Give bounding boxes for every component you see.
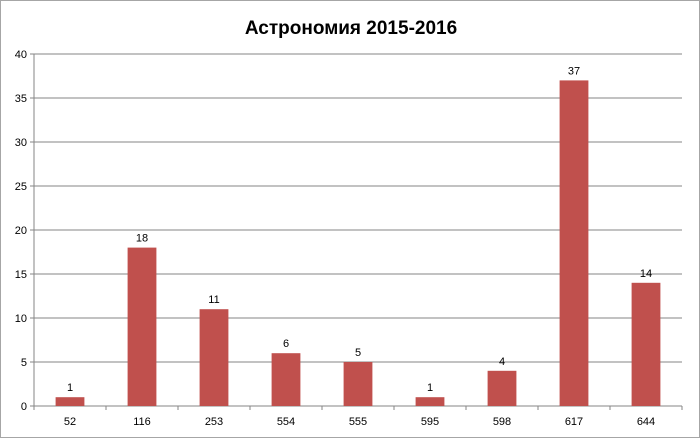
bar	[487, 370, 517, 406]
bar	[415, 397, 445, 406]
x-tick-label: 555	[349, 416, 367, 428]
data-label: 1	[427, 382, 433, 394]
data-label: 37	[568, 65, 580, 77]
bars	[55, 80, 661, 407]
y-tick-label: 25	[15, 181, 27, 193]
bar	[199, 309, 229, 406]
x-tick-label: 617	[565, 416, 583, 428]
y-tick-labels: 0 5 10 15 20 25 30 35 40	[15, 49, 27, 413]
y-tick-label: 0	[21, 401, 27, 413]
x-tick-label: 52	[64, 416, 76, 428]
data-label: 1	[67, 382, 73, 394]
y-tick-label: 35	[15, 93, 27, 105]
y-tick-label: 20	[15, 225, 27, 237]
y-tick-label: 5	[21, 357, 27, 369]
x-tick-label: 116	[133, 416, 151, 428]
data-label: 18	[136, 233, 148, 245]
data-label: 4	[499, 356, 505, 368]
x-tick-label: 644	[637, 416, 655, 428]
bar	[271, 353, 301, 406]
data-label: 11	[208, 294, 219, 306]
chart-title: Астрономия 2015-2016	[245, 18, 457, 39]
bar	[631, 282, 661, 406]
x-tick-label: 598	[493, 416, 511, 428]
y-tick-label: 15	[15, 269, 27, 281]
y-tick-label: 30	[15, 137, 27, 149]
bar	[127, 247, 157, 406]
x-tick-labels: 52 116 253 554 555 595 598 617 644	[64, 416, 655, 428]
y-tick-label: 10	[15, 313, 27, 325]
data-label: 6	[283, 338, 289, 350]
bar	[55, 397, 85, 406]
data-label: 5	[355, 347, 361, 359]
y-tick-label: 40	[15, 49, 27, 61]
x-tick-label: 595	[421, 416, 439, 428]
bar	[559, 80, 589, 407]
x-tick-label: 554	[277, 416, 295, 428]
x-tick-label: 253	[205, 416, 223, 428]
bar	[343, 362, 373, 406]
data-label: 14	[640, 268, 652, 280]
